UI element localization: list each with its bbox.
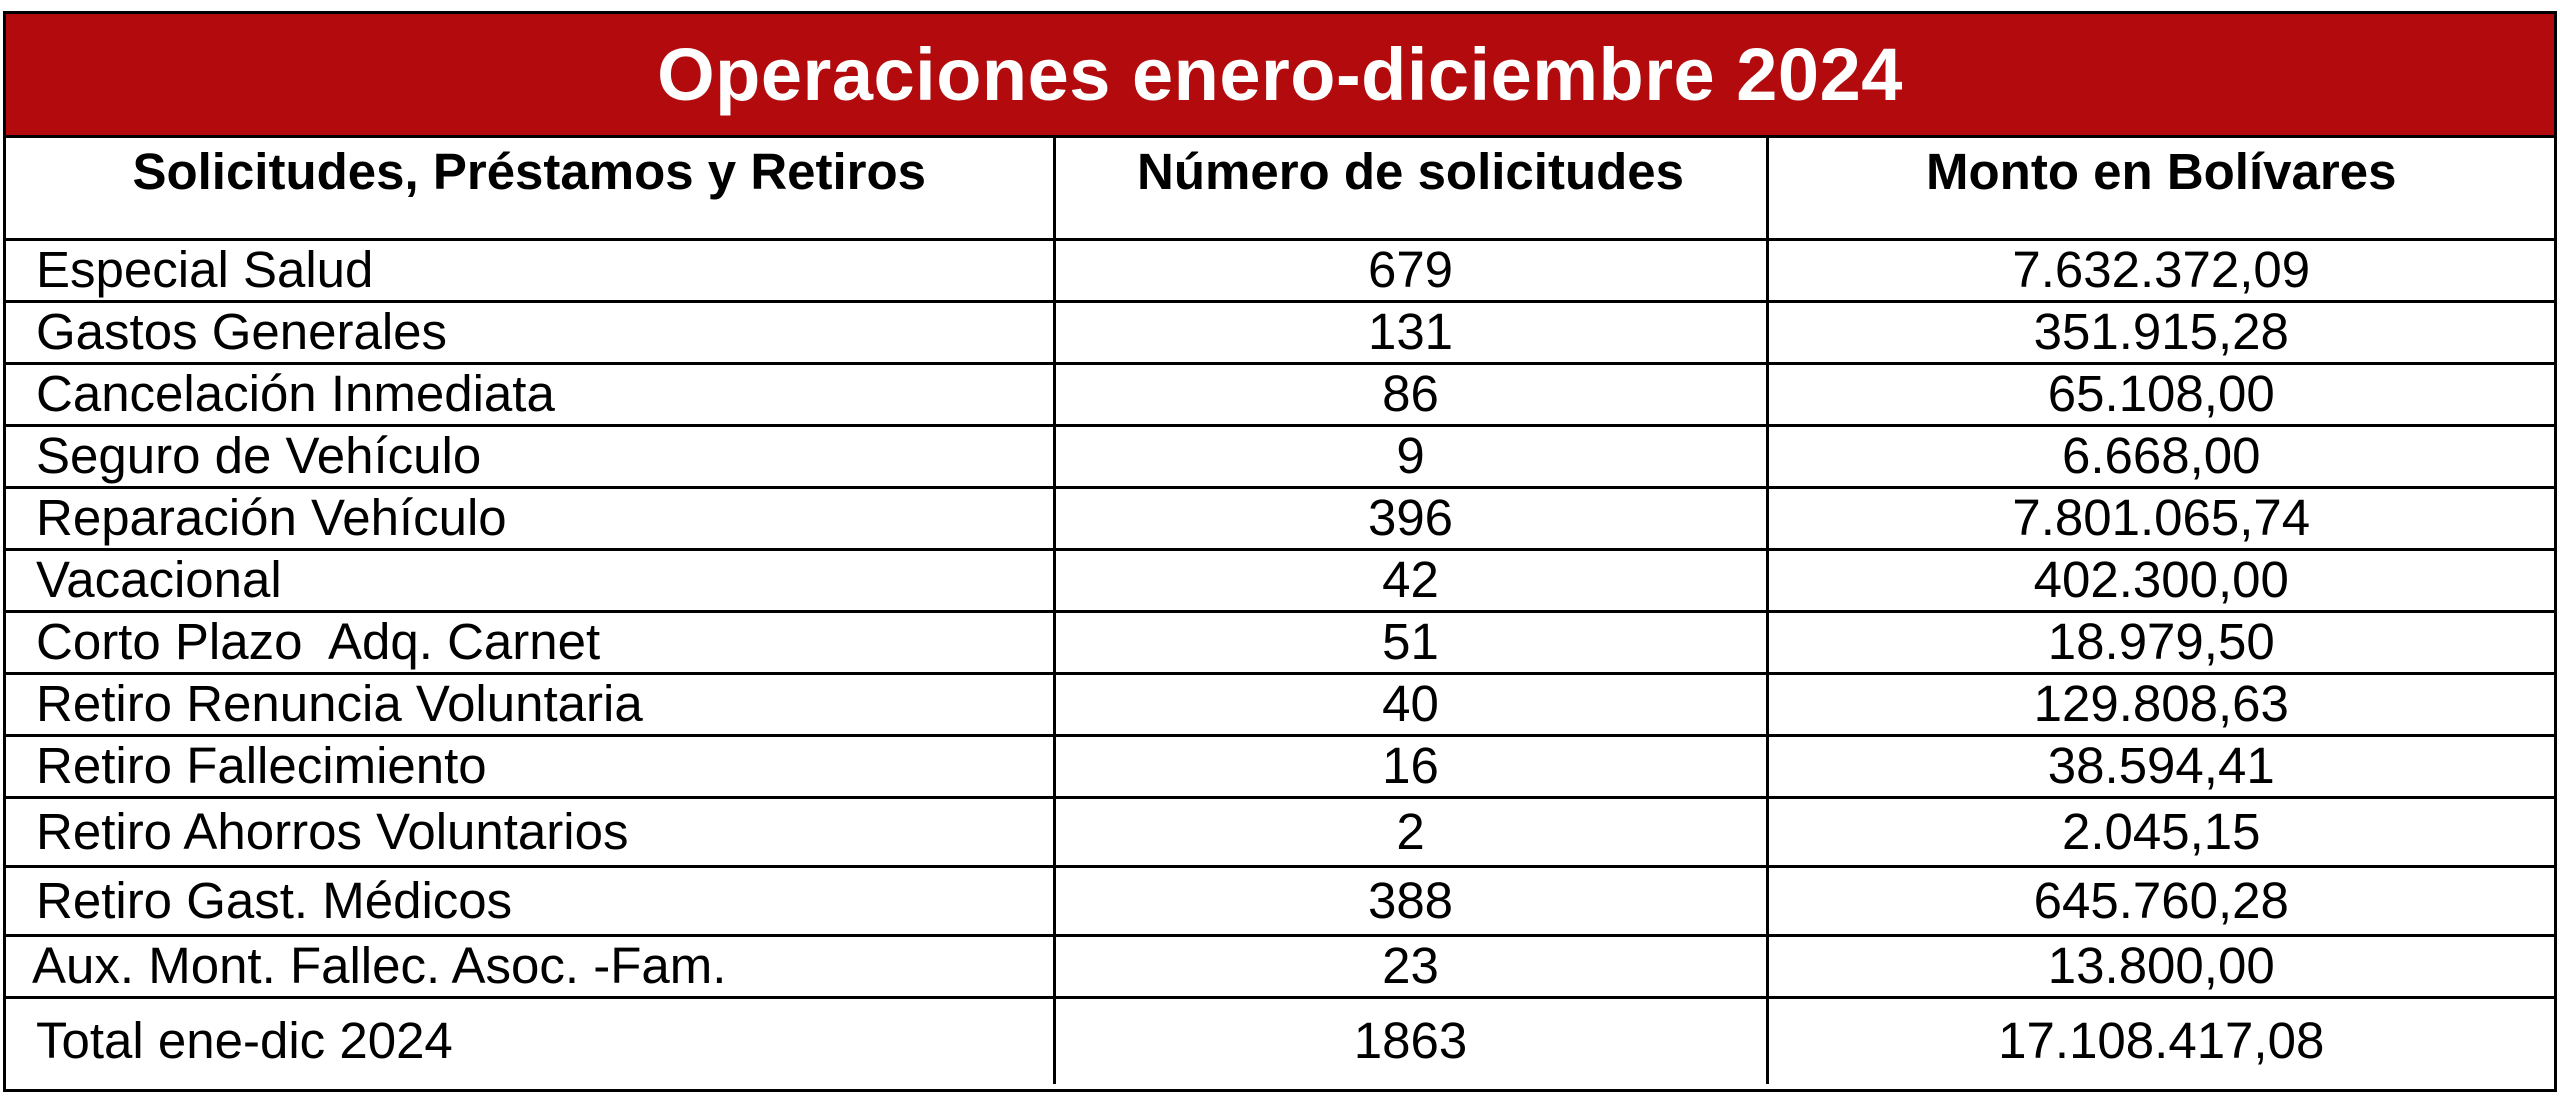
- row-concept: Cancelación Inmediata: [6, 361, 1054, 425]
- row-amount: 13.800,00: [1765, 933, 2554, 997]
- row-amount: 65.108,00: [1765, 361, 2554, 425]
- total-count: 1863: [1052, 995, 1767, 1084]
- table-row: Vacacional 42 402.300,00: [6, 547, 2554, 611]
- table-row: Cancelación Inmediata 86 65.108,00: [6, 361, 2554, 425]
- row-concept: Seguro de Vehículo: [6, 423, 1054, 487]
- table-row: Retiro Fallecimiento 16 38.594,41: [6, 733, 2554, 797]
- table-row: Retiro Gast. Médicos 388 645.760,28: [6, 864, 2554, 935]
- operations-table: Solicitudes, Préstamos y Retiros Número …: [6, 138, 2554, 1084]
- table-row: Corto Plazo Adq. Carnet 51 18.979,50: [6, 609, 2554, 673]
- table-title: Operaciones enero-diciembre 2024: [6, 14, 2554, 138]
- row-count: 388: [1052, 864, 1767, 935]
- header-row: Solicitudes, Préstamos y Retiros Número …: [6, 138, 2554, 239]
- row-count: 23: [1052, 933, 1767, 997]
- row-concept: Reparación Vehículo: [6, 485, 1054, 549]
- total-concept: Total ene-dic 2024: [6, 995, 1054, 1084]
- row-concept: Especial Salud: [6, 237, 1054, 301]
- row-concept: Retiro Gast. Médicos: [6, 864, 1054, 935]
- row-amount: 129.808,63: [1765, 671, 2554, 735]
- table-row: Especial Salud 679 7.632.372,09: [6, 237, 2554, 301]
- table-row: Reparación Vehículo 396 7.801.065,74: [6, 485, 2554, 549]
- row-concept: Retiro Ahorros Voluntarios: [6, 795, 1054, 866]
- row-concept: Vacacional: [6, 547, 1054, 611]
- row-amount: 7.632.372,09: [1765, 237, 2554, 301]
- total-row: Total ene-dic 2024 1863 17.108.417,08: [6, 995, 2554, 1084]
- table-row: Retiro Ahorros Voluntarios 2 2.045,15: [6, 795, 2554, 866]
- row-count: 131: [1052, 299, 1767, 363]
- total-amount: 17.108.417,08: [1765, 995, 2554, 1084]
- row-amount: 402.300,00: [1765, 547, 2554, 611]
- row-amount: 7.801.065,74: [1765, 485, 2554, 549]
- row-count: 40: [1052, 671, 1767, 735]
- row-count: 9: [1052, 423, 1767, 487]
- row-count: 2: [1052, 795, 1767, 866]
- row-count: 396: [1052, 485, 1767, 549]
- row-concept: Corto Plazo Adq. Carnet: [6, 609, 1054, 673]
- column-header-amount: Monto en Bolívares: [1765, 138, 2554, 239]
- row-count: 679: [1052, 237, 1767, 301]
- row-concept: Aux. Mont. Fallec. Asoc. -Fam.: [6, 933, 1054, 997]
- row-amount: 2.045,15: [1765, 795, 2554, 866]
- table-row: Gastos Generales 131 351.915,28: [6, 299, 2554, 363]
- row-amount: 6.668,00: [1765, 423, 2554, 487]
- row-concept: Retiro Fallecimiento: [6, 733, 1054, 797]
- row-amount: 351.915,28: [1765, 299, 2554, 363]
- row-concept: Retiro Renuncia Voluntaria: [6, 671, 1054, 735]
- column-header-concept: Solicitudes, Préstamos y Retiros: [132, 143, 927, 200]
- operations-table-sheet: Operaciones enero-diciembre 2024 Solicit…: [3, 11, 2557, 1092]
- table-row: Seguro de Vehículo 9 6.668,00: [6, 423, 2554, 487]
- row-count: 51: [1052, 609, 1767, 673]
- row-concept: Gastos Generales: [6, 299, 1054, 363]
- row-amount: 645.760,28: [1765, 864, 2554, 935]
- row-amount: 18.979,50: [1765, 609, 2554, 673]
- row-count: 86: [1052, 361, 1767, 425]
- row-count: 42: [1052, 547, 1767, 611]
- table-row: Aux. Mont. Fallec. Asoc. -Fam. 23 13.800…: [6, 933, 2554, 997]
- row-amount: 38.594,41: [1765, 733, 2554, 797]
- row-count: 16: [1052, 733, 1767, 797]
- column-header-count: Número de solicitudes: [1052, 138, 1767, 239]
- table-row: Retiro Renuncia Voluntaria 40 129.808,63: [6, 671, 2554, 735]
